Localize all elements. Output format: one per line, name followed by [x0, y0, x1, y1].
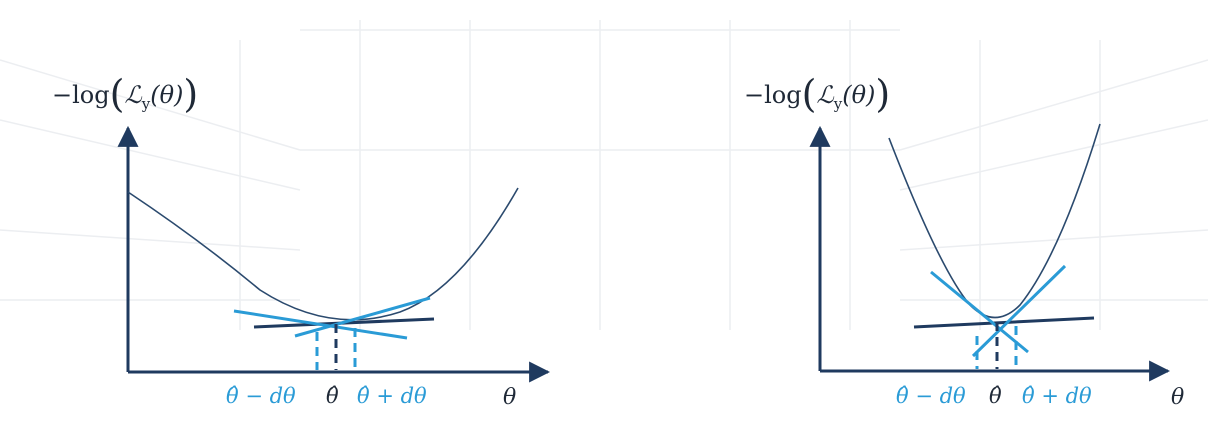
- left-tick-minus: θ̂ − dθ: [226, 384, 296, 408]
- right-tangent-blue-rising: [971, 264, 1067, 358]
- right-tick-minus: θ̂ − dθ: [896, 384, 966, 408]
- left-tangent-blue-falling: [233, 309, 408, 340]
- right-ylabel-arg: (θ): [842, 81, 876, 109]
- right-ylabel-script-l: ℒ: [816, 81, 834, 109]
- right-tangent-dark: [913, 316, 1095, 329]
- left-tick-center: θ̂: [326, 384, 339, 408]
- right-tick-plus: θ̂ + dθ: [1022, 384, 1092, 408]
- right-curve: [888, 123, 1101, 319]
- left-tick-plus: θ̂ + dθ: [357, 384, 427, 408]
- right-panel: [809, 123, 1171, 382]
- left-ylabel-subscript: y: [141, 94, 151, 113]
- right-ylabel-open-paren: (: [801, 72, 817, 116]
- left-ylabel-script-l: ℒ: [124, 81, 142, 109]
- left-x-axis-label: θ: [503, 385, 517, 410]
- left-ylabel-arg: (θ): [150, 81, 184, 109]
- background-grid: [0, 20, 1208, 330]
- right-ylabel-subscript: y: [833, 94, 843, 113]
- right-tick-center: θ̂: [989, 384, 1002, 408]
- left-tangent-blue-rising: [294, 296, 431, 338]
- left-ylabel-prefix: −log: [52, 81, 110, 109]
- left-ylabel-open-paren: (: [109, 72, 125, 116]
- right-tangent-blue-falling: [930, 270, 1029, 354]
- right-y-axis-label: −log(ℒy(θ)): [744, 72, 890, 116]
- left-ylabel-close-paren: ): [183, 72, 199, 116]
- right-x-axis-label: θ: [1171, 385, 1185, 410]
- left-curve: [127, 187, 519, 321]
- right-ylabel-prefix: −log: [744, 81, 802, 109]
- left-panel: [117, 125, 551, 383]
- right-ylabel-close-paren: ): [875, 72, 891, 116]
- left-y-axis-label: −log(ℒy(θ)): [52, 72, 198, 116]
